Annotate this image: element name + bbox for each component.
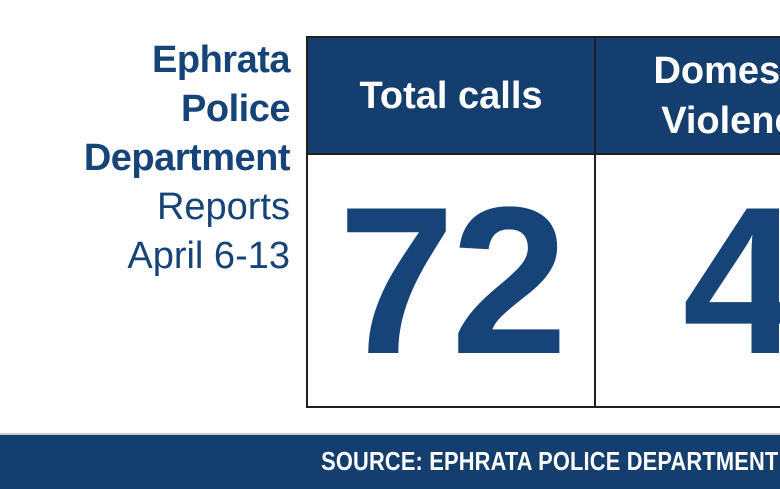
- stat-value-domestic-violence: 4: [596, 155, 780, 406]
- stats-table: Total calls 72 Domestic Violence 4: [306, 36, 780, 408]
- source-label: SOURCE: EPHRATA POLICE DEPARTMENT: [320, 445, 778, 476]
- stat-column-domestic-violence: Domestic Violence 4: [594, 38, 780, 406]
- stat-column-total-calls: Total calls 72: [308, 38, 594, 406]
- title-block: Ephrata Police Department Reports April …: [83, 36, 291, 281]
- title-line-department: Department: [83, 137, 291, 179]
- subtitle-date-range: April 6-13: [127, 235, 290, 277]
- stat-header-domestic-violence: Domestic Violence: [596, 38, 780, 155]
- title-line-ephrata: Ephrata: [152, 39, 290, 81]
- subtitle-reports: Reports: [156, 186, 290, 228]
- stat-header-total-calls: Total calls: [308, 38, 594, 155]
- stat-value-total-calls: 72: [308, 155, 594, 406]
- title-line-police: Police: [181, 88, 290, 130]
- source-footer-bar: SOURCE: EPHRATA POLICE DEPARTMENT: [0, 433, 780, 489]
